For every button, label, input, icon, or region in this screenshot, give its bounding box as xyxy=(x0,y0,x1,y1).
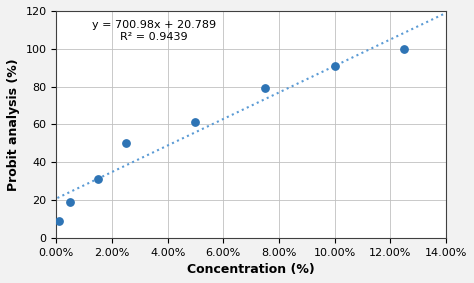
Point xyxy=(66,200,74,204)
Point xyxy=(94,177,102,181)
Point xyxy=(191,120,199,125)
Point xyxy=(331,63,338,68)
X-axis label: Concentration (%): Concentration (%) xyxy=(187,263,315,276)
Text: y = 700.98x + 20.789
R² = 0.9439: y = 700.98x + 20.789 R² = 0.9439 xyxy=(91,20,216,42)
Point xyxy=(122,141,130,145)
Point xyxy=(401,46,408,51)
Point xyxy=(55,218,63,223)
Y-axis label: Probit analysis (%): Probit analysis (%) xyxy=(7,58,20,191)
Point xyxy=(261,86,269,91)
